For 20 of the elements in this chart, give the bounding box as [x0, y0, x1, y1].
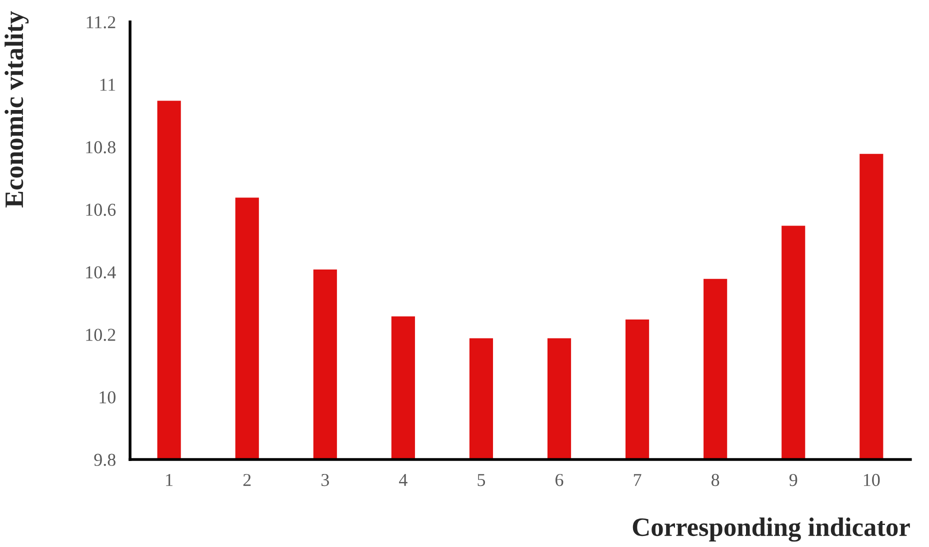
x-tick-label: 9 [789, 474, 798, 486]
x-tick-label: 10 [864, 474, 880, 486]
x-tick-label: 7 [634, 474, 642, 486]
y-tick-label: 10.4 [86, 266, 116, 278]
y-tick-label: 11.2 [86, 16, 116, 28]
x-tick-label: 5 [478, 474, 486, 486]
x-tick-label: 3 [322, 474, 329, 486]
x-axis-title: Corresponding indicator [632, 518, 910, 542]
y-tick-label: 9.8 [94, 454, 116, 466]
x-tick-label: 4 [399, 474, 408, 486]
x-tick-label: 6 [556, 474, 564, 486]
y-tick-label: 11 [100, 78, 116, 91]
x-tick-label: 1 [166, 474, 173, 486]
y-tick-label: 10.8 [86, 141, 116, 154]
y-axis-title: Economic vitality [4, 11, 29, 208]
x-tick-label: 8 [712, 474, 720, 486]
y-tick-label: 10 [100, 391, 116, 404]
x-tick-label: 2 [243, 474, 251, 486]
y-tick-label: 10.2 [86, 328, 116, 341]
y-tick-label: 10.6 [86, 204, 116, 216]
